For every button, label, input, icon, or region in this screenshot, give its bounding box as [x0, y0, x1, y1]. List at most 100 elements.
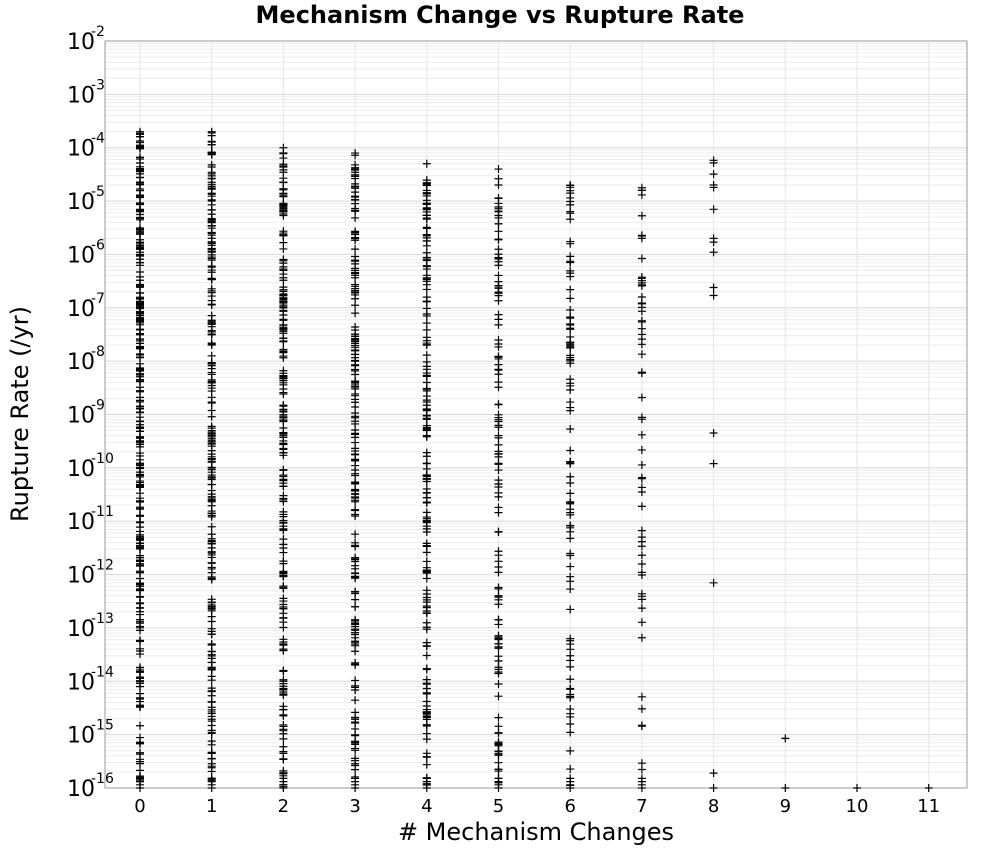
- data-point: [422, 231, 431, 240]
- chart-title: Mechanism Change vs Rupture Rate: [256, 1, 745, 29]
- data-point: [351, 252, 360, 261]
- data-point: [637, 704, 646, 713]
- data-point: [494, 378, 503, 387]
- data-point: [351, 660, 360, 669]
- data-point: [136, 180, 144, 189]
- data-point: [136, 574, 144, 583]
- data-point: [351, 595, 360, 604]
- data-point: [566, 381, 575, 390]
- data-point: [494, 423, 503, 432]
- data-point: [279, 316, 288, 325]
- data-point: [351, 450, 360, 459]
- data-point: [422, 351, 431, 360]
- data-point: [279, 510, 288, 519]
- data-point: [566, 324, 575, 333]
- data-point: [351, 398, 360, 407]
- data-point: [422, 595, 431, 604]
- x-tick-label: 1: [206, 796, 217, 817]
- data-point: [279, 584, 288, 593]
- data-point: [494, 751, 503, 760]
- data-point: [207, 218, 216, 227]
- data-point: [494, 583, 503, 592]
- y-tick-exponent: -11: [91, 504, 114, 520]
- y-tick-label: 10: [67, 350, 95, 375]
- data-point: [207, 603, 216, 612]
- data-point: [207, 210, 216, 219]
- data-point: [853, 784, 861, 792]
- data-point: [709, 283, 718, 292]
- data-point: [351, 555, 360, 564]
- data-point: [422, 548, 431, 557]
- data-point: [207, 197, 216, 206]
- y-tick-label: 10: [67, 617, 95, 642]
- data-point: [207, 630, 216, 639]
- data-point: [136, 505, 144, 514]
- data-point: [494, 679, 503, 688]
- data-point: [351, 284, 360, 293]
- data-point: [279, 376, 288, 385]
- y-tick-label: 10: [67, 404, 95, 429]
- data-point: [709, 238, 718, 247]
- y-tick-exponent: -9: [91, 398, 105, 414]
- data-point: [494, 433, 503, 442]
- data-point: [136, 138, 144, 147]
- data-point: [351, 696, 360, 705]
- data-point: [781, 734, 790, 743]
- data-point: [136, 367, 144, 376]
- data-point: [637, 307, 646, 316]
- data-point: [566, 294, 575, 303]
- data-point: [637, 483, 646, 492]
- data-point: [279, 667, 288, 676]
- data-point: [136, 703, 144, 712]
- data-point: [709, 158, 718, 167]
- data-point: [136, 238, 144, 247]
- data-point: [637, 232, 646, 241]
- data-point: [566, 257, 575, 266]
- data-point: [207, 150, 216, 159]
- y-tick-exponent: -6: [91, 237, 105, 253]
- data-point: [351, 438, 360, 447]
- data-point: [566, 523, 575, 532]
- data-point: [207, 759, 216, 768]
- y-tick-exponent: -8: [91, 344, 105, 360]
- data-point: [566, 425, 575, 434]
- data-point: [279, 160, 288, 169]
- data-point: [637, 604, 646, 613]
- data-point: [351, 322, 360, 331]
- data-point: [637, 537, 646, 546]
- data-point: [207, 774, 216, 783]
- data-point: [494, 774, 503, 783]
- data-point: [566, 499, 575, 508]
- data-point: [279, 178, 288, 187]
- data-point: [136, 282, 144, 291]
- data-point: [207, 274, 216, 283]
- data-point: [279, 526, 288, 534]
- data-point: [566, 746, 575, 755]
- data-point: [494, 165, 503, 174]
- data-point: [422, 423, 431, 432]
- data-point: [637, 595, 646, 604]
- x-tick-label: 3: [349, 796, 360, 817]
- y-tick-exponent: -7: [91, 291, 105, 307]
- data-point: [566, 209, 575, 218]
- data-point: [279, 613, 288, 622]
- data-point: [637, 551, 646, 560]
- data-point: [566, 200, 575, 209]
- data-point: [136, 167, 144, 176]
- data-point: [422, 285, 431, 294]
- y-tick-label: 10: [67, 670, 95, 695]
- data-point: [279, 749, 288, 758]
- data-point: [422, 248, 431, 257]
- data-point: [709, 205, 718, 214]
- data-point: [422, 188, 431, 197]
- data-point: [136, 774, 144, 783]
- data-point: [207, 368, 216, 377]
- data-point: [351, 774, 360, 783]
- data-point: [637, 473, 646, 482]
- data-point: [136, 423, 144, 432]
- data-point: [422, 223, 431, 232]
- data-point: [422, 211, 431, 220]
- data-point: [136, 359, 144, 368]
- y-tick-label: 10: [67, 137, 95, 162]
